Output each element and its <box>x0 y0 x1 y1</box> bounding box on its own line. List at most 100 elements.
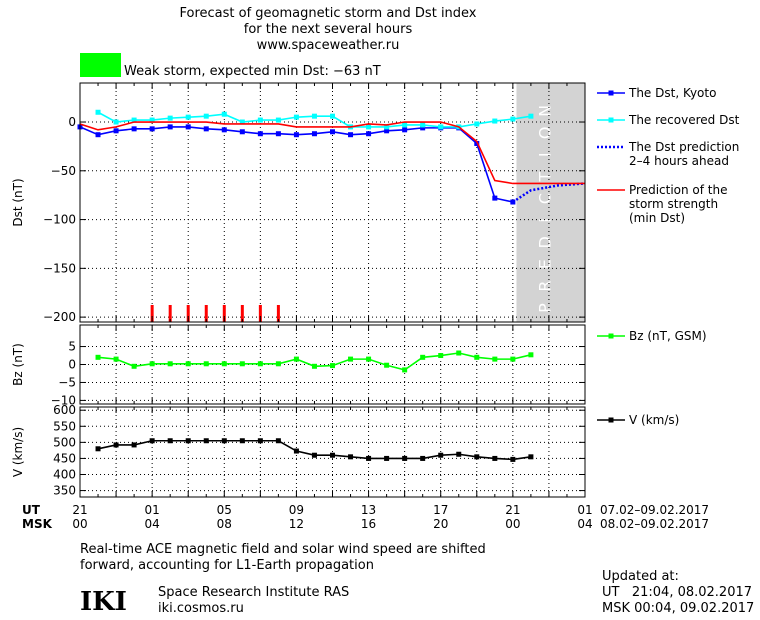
data-point <box>293 448 299 454</box>
y-axis-label: V (km/s) <box>11 427 25 477</box>
data-point <box>438 452 444 458</box>
dst-panel: P R E D I CT I ON 0 −50 −100 −150 −200 Dst (nT) <box>11 82 586 324</box>
y-tick-label: −200 <box>43 310 76 324</box>
data-point <box>330 113 335 119</box>
legend-label: Bz (nT, GSM) <box>629 329 707 343</box>
data-point <box>95 446 101 452</box>
data-point <box>510 456 516 462</box>
msk-date-range: 08.02–09.02.2017 <box>600 517 709 531</box>
data-point <box>239 119 245 125</box>
series-line <box>79 126 514 203</box>
data-point <box>275 131 281 137</box>
prediction-band-label: I <box>536 152 555 157</box>
legend-marker <box>608 417 614 423</box>
data-point <box>203 113 209 119</box>
data-point <box>275 117 281 123</box>
data-point <box>348 132 354 138</box>
data-point <box>275 361 281 367</box>
data-point <box>402 455 408 461</box>
legend-label: storm strength <box>629 197 718 211</box>
data-point <box>167 115 173 121</box>
data-point <box>95 354 101 360</box>
prediction-band-label: T <box>536 171 555 182</box>
chart-title-line1: Forecast of geomagnetic storm and Dst in… <box>179 6 476 21</box>
legend-label: V (km/s) <box>629 413 679 427</box>
prediction-band-label: C <box>536 193 555 204</box>
prediction-band-label: P <box>536 303 555 313</box>
y-tick-label: −10 <box>51 393 76 407</box>
msk-tick-label: 00 <box>505 517 520 531</box>
legend-label: The recovered Dst <box>628 113 740 127</box>
prediction-band-label: R <box>536 281 555 292</box>
data-point <box>293 356 299 362</box>
y-axis-label: Bz (nT) <box>11 343 25 386</box>
msk-tick-label: 04 <box>145 517 160 531</box>
y-axis-label: Dst (nT) <box>11 178 25 226</box>
chart-title-line2: for the next several hours <box>244 22 413 37</box>
data-point <box>131 117 137 123</box>
data-point <box>402 127 408 133</box>
institute-url: iki.cosmos.ru <box>158 601 244 616</box>
data-point <box>257 438 263 444</box>
updated-msk: MSK 00:04, 09.02.2017 <box>602 601 754 616</box>
msk-tick-label: 08 <box>217 517 232 531</box>
data-point <box>257 361 263 367</box>
legend-marker <box>608 333 614 339</box>
ut-tick-label: 05 <box>217 503 232 517</box>
data-point <box>221 127 227 133</box>
data-point <box>510 356 516 362</box>
chart-legend: The Dst, Kyoto The recovered Dst The Dst p… <box>597 86 740 427</box>
ut-tick-label: 13 <box>361 503 376 517</box>
data-point <box>492 118 498 124</box>
legend-marker <box>608 90 614 96</box>
data-point <box>474 140 480 146</box>
data-point <box>420 125 426 131</box>
data-point <box>113 442 119 448</box>
y-tick-label: 0 <box>68 358 76 372</box>
speed-panel: 600 550 500 450 400 350 V (km/s) <box>11 403 586 498</box>
legend-label: The Dst prediction <box>628 140 739 154</box>
data-point <box>492 356 498 362</box>
prediction-band <box>516 83 585 322</box>
data-point <box>510 116 516 122</box>
iki-logo: IKI <box>80 587 127 617</box>
prediction-band-label: N <box>536 105 555 117</box>
data-point <box>366 455 372 461</box>
data-point <box>330 129 335 135</box>
data-point <box>311 131 317 137</box>
data-point <box>311 452 317 458</box>
legend-label: 2–4 hours ahead <box>629 154 729 168</box>
data-point <box>402 367 408 373</box>
data-point <box>203 361 209 367</box>
data-point <box>456 350 462 356</box>
data-point <box>384 124 390 130</box>
data-point <box>311 113 317 119</box>
data-point <box>239 361 245 367</box>
legend-label: (min Dst) <box>629 211 685 225</box>
legend-label: The Dst, Kyoto <box>628 86 716 100</box>
data-point <box>528 352 534 358</box>
data-point <box>420 455 426 461</box>
data-point <box>402 122 408 128</box>
data-point <box>293 114 299 120</box>
y-tick-label: 5 <box>68 340 76 354</box>
msk-tick-label: 00 <box>72 517 87 531</box>
y-tick-label: 400 <box>53 468 76 482</box>
data-point <box>456 451 462 457</box>
data-point <box>420 354 426 360</box>
data-point <box>131 126 137 132</box>
updated-ut: UT 21:04, 08.02.2017 <box>602 585 752 600</box>
data-point <box>113 128 119 134</box>
data-point <box>95 109 101 115</box>
y-tick-label: 550 <box>53 419 76 433</box>
data-point <box>438 124 444 130</box>
series-line <box>79 121 585 185</box>
msk-tick-label: 04 <box>577 517 592 531</box>
y-tick-label: −5 <box>58 375 76 389</box>
legend-marker <box>608 117 614 123</box>
y-tick-label: −100 <box>43 213 76 227</box>
data-point <box>348 454 354 460</box>
data-point <box>167 438 173 444</box>
data-point <box>113 356 119 362</box>
